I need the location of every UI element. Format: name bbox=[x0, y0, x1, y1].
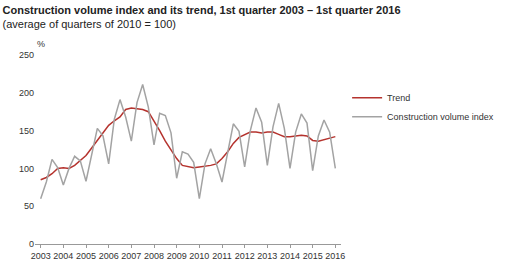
svg-text:2008: 2008 bbox=[144, 251, 164, 261]
svg-text:2011: 2011 bbox=[212, 251, 231, 261]
svg-text:%: % bbox=[37, 39, 45, 49]
svg-text:Trend: Trend bbox=[387, 93, 410, 103]
svg-text:50: 50 bbox=[24, 201, 34, 211]
svg-text:2005: 2005 bbox=[76, 251, 96, 261]
svg-text:2009: 2009 bbox=[167, 251, 187, 261]
svg-text:2004: 2004 bbox=[53, 251, 73, 261]
svg-text:2013: 2013 bbox=[257, 251, 277, 261]
svg-text:2006: 2006 bbox=[99, 251, 119, 261]
svg-text:100: 100 bbox=[19, 164, 34, 174]
svg-text:2014: 2014 bbox=[280, 251, 300, 261]
svg-text:200: 200 bbox=[19, 88, 34, 98]
svg-text:2016: 2016 bbox=[325, 251, 345, 261]
svg-text:Construction volume index and: Construction volume index and its trend,… bbox=[3, 4, 401, 30]
svg-text:2012: 2012 bbox=[235, 251, 255, 261]
svg-text:2015: 2015 bbox=[303, 251, 323, 261]
svg-text:2010: 2010 bbox=[189, 251, 209, 261]
svg-text:250: 250 bbox=[19, 50, 34, 60]
svg-text:2007: 2007 bbox=[121, 251, 141, 261]
svg-text:Construction volume index: Construction volume index bbox=[387, 112, 494, 122]
svg-text:0: 0 bbox=[29, 239, 34, 249]
svg-text:2003: 2003 bbox=[31, 251, 51, 261]
svg-text:150: 150 bbox=[19, 126, 34, 136]
